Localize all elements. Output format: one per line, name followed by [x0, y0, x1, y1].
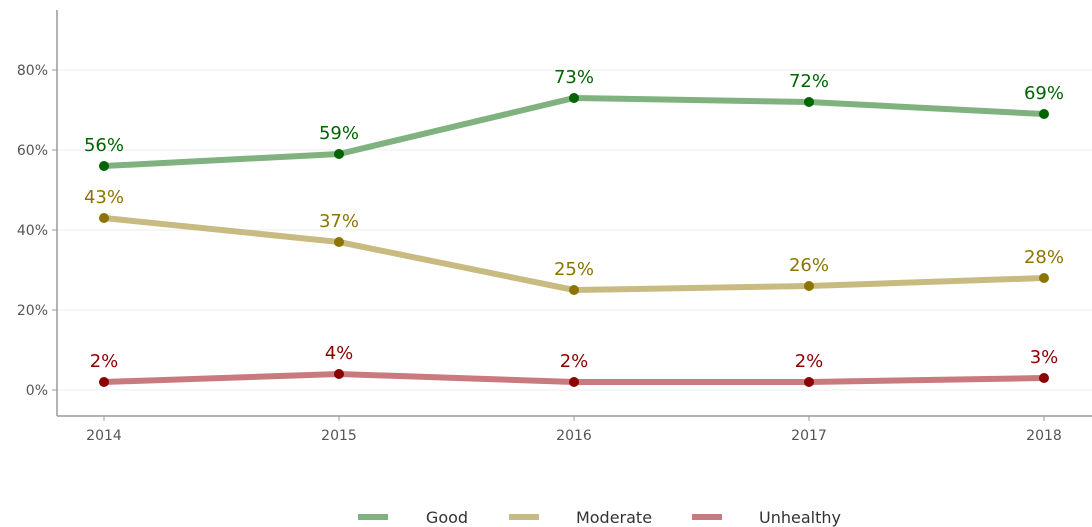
data-point-good	[334, 149, 344, 159]
data-point-good	[1039, 109, 1049, 119]
data-label-good: 69%	[1024, 83, 1064, 104]
data-label-moderate: 28%	[1024, 247, 1064, 268]
y-tick-label: 60%	[17, 143, 48, 159]
data-label-unhealthy: 2%	[90, 351, 119, 372]
data-label-moderate: 26%	[789, 255, 829, 276]
data-point-moderate	[569, 285, 579, 295]
x-ticks: 2014 2015 2016 2017 2018	[86, 416, 1062, 444]
legend-label-good: Good	[426, 508, 468, 527]
data-label-good: 73%	[554, 67, 594, 88]
data-point-moderate	[1039, 273, 1049, 283]
legend-label-unhealthy: Unhealthy	[759, 508, 841, 527]
x-tick-label: 2016	[556, 428, 592, 444]
data-label-unhealthy: 2%	[560, 351, 589, 372]
x-tick-label: 2014	[86, 428, 122, 444]
y-ticks: 0% 20% 40% 60% 80%	[17, 63, 57, 399]
data-point-unhealthy	[99, 377, 109, 387]
data-label-unhealthy: 4%	[325, 343, 354, 364]
data-point-unhealthy	[569, 377, 579, 387]
data-label-unhealthy: 3%	[1030, 347, 1059, 368]
y-tick-label: 40%	[17, 223, 48, 239]
x-tick-label: 2015	[321, 428, 357, 444]
legend-label-moderate: Moderate	[576, 508, 652, 527]
data-label-good: 56%	[84, 135, 124, 156]
data-label-good: 59%	[319, 123, 359, 144]
legend: Good Moderate Unhealthy	[358, 508, 841, 527]
data-point-good	[569, 93, 579, 103]
data-point-moderate	[99, 213, 109, 223]
data-point-moderate	[804, 281, 814, 291]
data-label-good: 72%	[789, 71, 829, 92]
data-label-unhealthy: 2%	[795, 351, 824, 372]
data-point-good	[804, 97, 814, 107]
y-tick-label: 20%	[17, 303, 48, 319]
data-point-good	[99, 161, 109, 171]
series-line-good	[103, 95, 1045, 169]
y-tick-label: 0%	[26, 383, 48, 399]
x-tick-label: 2018	[1026, 428, 1062, 444]
series-layer	[99, 93, 1049, 387]
data-point-unhealthy	[1039, 373, 1049, 383]
data-label-moderate: 43%	[84, 187, 124, 208]
data-point-moderate	[334, 237, 344, 247]
data-label-moderate: 25%	[554, 259, 594, 280]
y-tick-label: 80%	[17, 63, 48, 79]
x-tick-label: 2017	[791, 428, 827, 444]
data-point-unhealthy	[334, 369, 344, 379]
data-labels: 56% 59% 73% 72% 69% 43% 37% 25% 26% 28% 2% 4% 2% 2% 3%	[84, 67, 1064, 372]
data-label-moderate: 37%	[319, 211, 359, 232]
data-point-unhealthy	[804, 377, 814, 387]
